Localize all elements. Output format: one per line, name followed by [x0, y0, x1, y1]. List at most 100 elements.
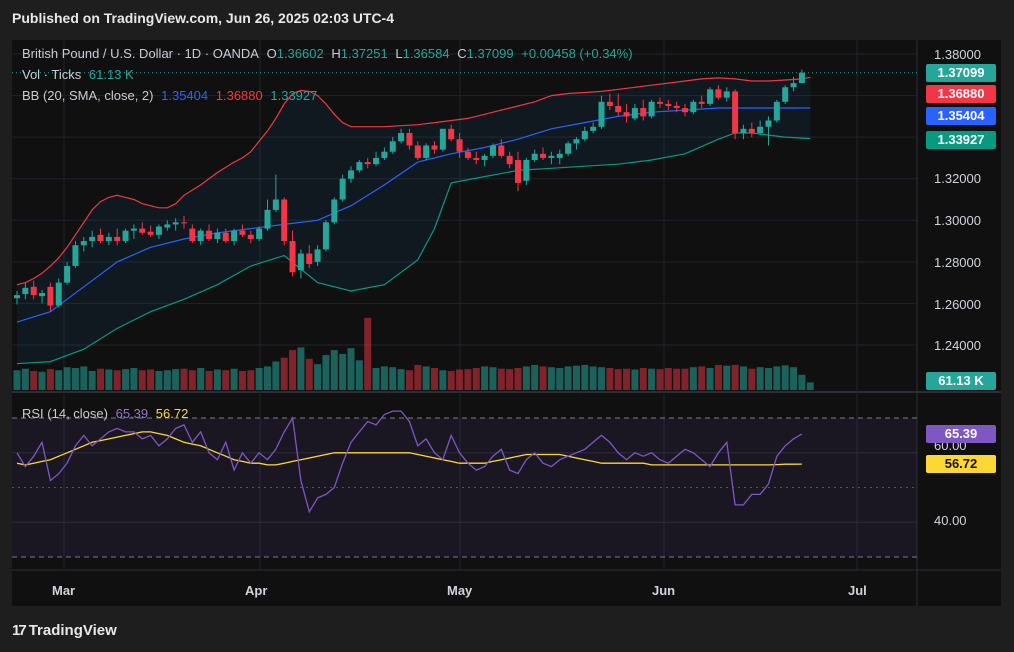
volume-bar	[790, 367, 798, 390]
candle-body	[673, 105, 680, 109]
volume-bar	[631, 369, 639, 390]
volume-bar	[405, 370, 413, 390]
volume-bar	[497, 368, 505, 390]
volume-bar	[439, 370, 447, 390]
chart-canvas[interactable]	[12, 40, 1001, 606]
brand-text: TradingView	[28, 622, 117, 639]
chart-frame[interactable]: British Pound / U.S. Dollar · 1D · OANDA…	[12, 40, 1001, 606]
candle-body	[773, 101, 780, 121]
candle-body	[314, 249, 321, 262]
volume-bar	[698, 366, 706, 390]
bb-upper-tag: 1.36880	[926, 85, 996, 103]
candle-body	[55, 282, 62, 306]
candle-body	[707, 89, 714, 104]
price-axis-label: 1.30000	[934, 213, 981, 228]
volume-bar	[639, 367, 647, 390]
candle-body	[181, 222, 187, 224]
volume-bar	[714, 364, 722, 390]
volume-bar	[364, 317, 372, 390]
candle-body	[448, 128, 455, 140]
volume-bar	[314, 364, 322, 390]
candle-body	[306, 253, 313, 264]
symbol-name[interactable]: British Pound / U.S. Dollar · 1D · OANDA	[22, 46, 259, 61]
candle-body	[489, 145, 496, 156]
candle-body	[790, 83, 797, 88]
change-value: +0.00458 (+0.34%)	[521, 46, 633, 61]
x-axis-label: Jun	[652, 583, 676, 598]
rsi-line	[16, 410, 803, 514]
volume-bar	[397, 369, 405, 390]
volume-bar	[264, 366, 271, 390]
candle-body	[723, 91, 730, 98]
volume-bar	[55, 370, 63, 390]
candle-body	[523, 160, 530, 181]
rsi-tag: 65.39	[926, 425, 996, 443]
volume-bar	[222, 370, 230, 390]
candle-body	[39, 293, 46, 297]
candle-body	[715, 89, 722, 98]
high-value: 1.37251	[340, 46, 388, 61]
volume-bar	[213, 369, 221, 390]
volume-bar	[798, 374, 806, 390]
candle-body	[515, 160, 521, 183]
volume-bar	[105, 369, 113, 390]
volume-label[interactable]: Vol · Ticks	[22, 67, 82, 82]
volume-bar	[247, 370, 255, 390]
volume-bar	[489, 367, 497, 390]
volume-bar	[205, 371, 213, 390]
close-price-tag: 1.37099	[926, 64, 996, 82]
volume-bar	[739, 366, 747, 390]
candle-body	[548, 155, 555, 158]
volume-bar	[138, 370, 146, 390]
candle-body	[247, 234, 254, 239]
tradingview-icon: 17	[12, 622, 27, 639]
volume-bar	[305, 358, 313, 390]
rsi-label[interactable]: RSI (14, close)	[22, 406, 108, 421]
candle-body	[381, 151, 388, 158]
volume-bar	[289, 350, 297, 390]
candle-body	[798, 72, 805, 84]
candle-body	[698, 101, 705, 104]
volume-legend: Vol · Ticks 61.13 K	[22, 67, 138, 82]
volume-bar	[556, 367, 564, 390]
candle-body	[439, 128, 446, 150]
candle-body	[214, 232, 221, 239]
volume-bar	[130, 367, 138, 390]
candle-body	[139, 228, 146, 233]
bb-label[interactable]: BB (20, SMA, close, 2)	[22, 88, 154, 103]
candle-body	[565, 143, 572, 154]
rsi-value: 65.39	[115, 406, 149, 421]
volume-bar	[21, 368, 29, 390]
volume-bar	[71, 367, 79, 390]
volume-bar	[773, 366, 781, 390]
volume-bar	[648, 368, 656, 390]
tradingview-logo[interactable]: 17 TradingView	[12, 622, 117, 639]
low-label: L	[395, 46, 403, 61]
volume-bar	[681, 368, 689, 390]
price-axis-label: 1.24000	[934, 338, 981, 353]
candle-body	[281, 199, 288, 242]
candle-body	[256, 228, 263, 239]
volume-bar	[63, 367, 71, 390]
candle-body	[189, 228, 196, 242]
candle-body	[615, 105, 622, 113]
volume-bar	[781, 365, 789, 390]
volume-bar	[38, 371, 46, 390]
candle-body	[389, 141, 396, 152]
candle-body	[72, 245, 79, 267]
volume-bar	[230, 368, 238, 390]
rsi-ma-value: 56.72	[155, 406, 189, 421]
open-label: O	[266, 46, 277, 61]
volume-bar	[547, 367, 555, 390]
bb-lower-line	[16, 132, 811, 365]
candle-body	[322, 222, 329, 250]
main-legend: British Pound / U.S. Dollar · 1D · OANDA…	[22, 46, 637, 61]
volume-bar	[748, 368, 756, 390]
candle-body	[498, 145, 505, 156]
volume-bar	[673, 368, 681, 390]
candle-body	[423, 145, 430, 158]
volume-bar	[30, 371, 38, 390]
volume-bar	[472, 367, 480, 390]
candle-body	[239, 230, 246, 235]
bb-lower-value: 1.33927	[270, 88, 318, 103]
